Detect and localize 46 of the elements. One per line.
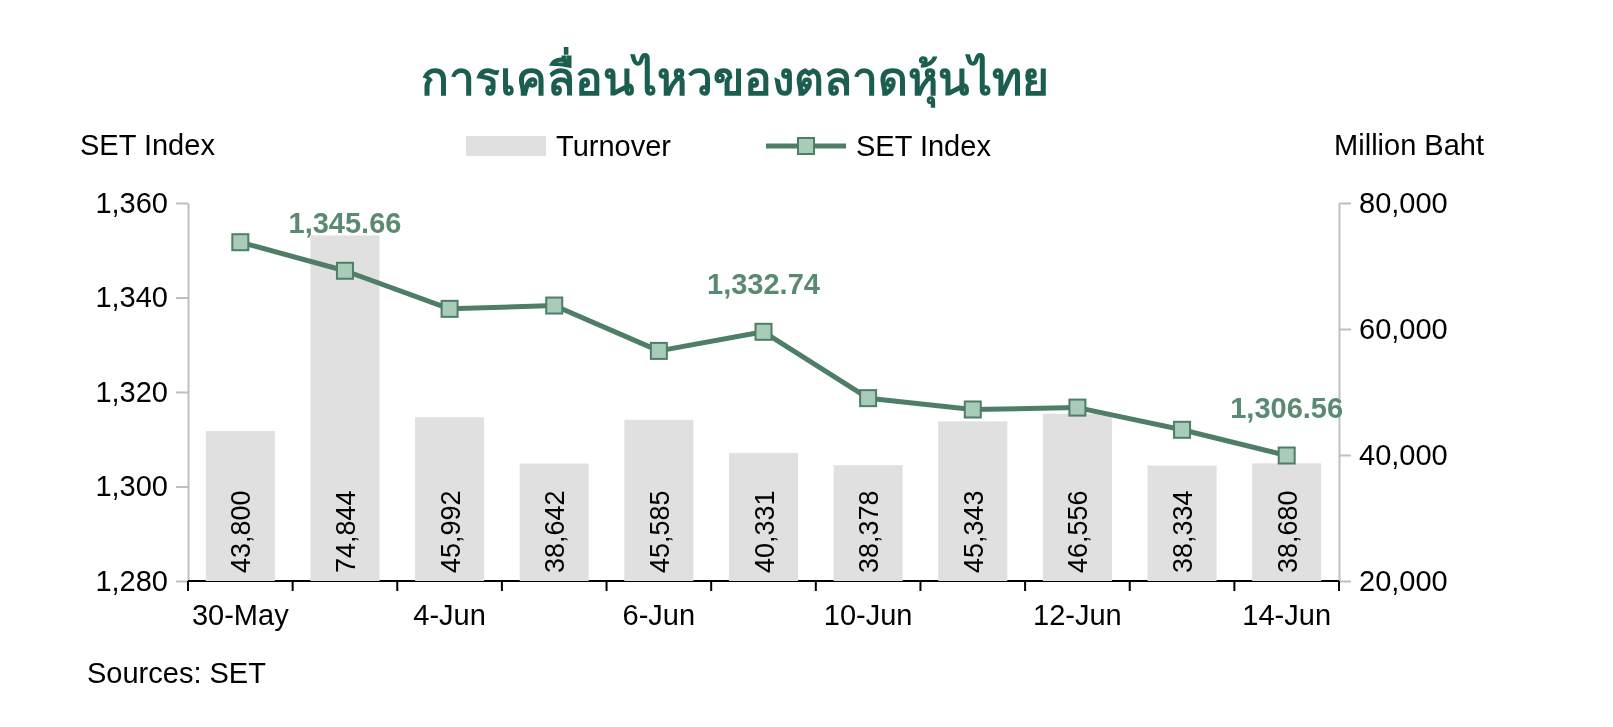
data-label: 38,680 [1272,490,1303,573]
data-label: 40,331 [749,490,780,573]
y2-tick-label: 20,000 [1359,564,1448,597]
source-note: Sources: SET [87,657,267,689]
point [1173,420,1192,439]
y-tick-label: 1,300 [95,470,168,503]
point [963,400,982,419]
point [859,389,878,408]
point [1277,446,1296,465]
data-label: 45,992 [435,490,466,573]
chart-title: การเคลื่อนไหวของตลาดหุ้นไทย [421,47,1049,108]
y2-tick-label: 60,000 [1359,312,1448,345]
y2-tick-label: 40,000 [1359,438,1448,471]
data-label: 38,334 [1168,490,1199,573]
data-label: 38,378 [854,490,885,573]
data-label: 46,556 [1063,490,1094,573]
x-tick-label: 30-May [191,599,290,631]
point [545,296,564,315]
y-tick-label: 1,340 [95,281,168,314]
y-axis-title: SET Index [80,129,216,161]
data-label: 45,343 [958,490,989,573]
y-tick-label: 1,280 [95,564,168,597]
data-label: 45,585 [644,490,675,573]
y2-axis-title: Million Baht [1334,129,1484,161]
x-tick-label: 10-Jun [823,599,913,631]
point [231,233,250,252]
point [1068,398,1087,417]
legend-label: SET Index [856,130,992,162]
y-tick-label: 1,360 [95,186,168,219]
point [754,322,773,341]
data-label: 43,800 [226,490,257,573]
x-tick-label: 4-Jun [413,599,486,631]
point [440,299,459,318]
data-label: 74,844 [330,490,361,573]
y-tick-label: 1,320 [95,375,168,408]
x-tick-label: 12-Jun [1033,599,1122,631]
legend-label: Turnover [556,130,672,162]
point [335,261,354,280]
x-tick-label: 14-Jun [1242,599,1332,631]
data-label: 38,642 [540,490,571,573]
data-label: 1,345.66 [288,206,402,239]
data-label: 1,332.74 [707,267,820,300]
point [649,341,668,360]
x-tick-label: 6-Jun [622,599,696,631]
y2-tick-label: 80,000 [1359,186,1448,219]
data-label: 1,306.56 [1230,391,1344,424]
